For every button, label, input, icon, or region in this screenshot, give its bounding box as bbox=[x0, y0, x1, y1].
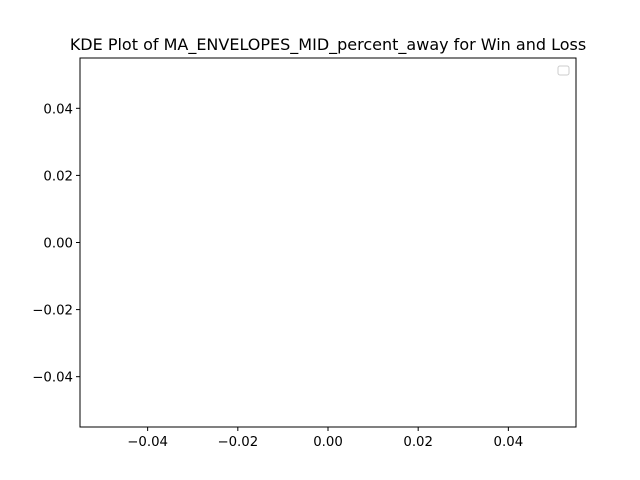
x-tick-label: 0.00 bbox=[313, 435, 343, 450]
y-axis: 0.04 0.02 0.00 −0.02 −0.04 bbox=[32, 102, 80, 386]
x-tick-label: −0.04 bbox=[127, 435, 168, 450]
y-tick-label: −0.02 bbox=[32, 304, 73, 319]
x-tick-label: 0.02 bbox=[403, 435, 433, 450]
legend-box bbox=[557, 65, 570, 76]
y-tick-label: 0.02 bbox=[43, 169, 73, 184]
chart-title: KDE Plot of MA_ENVELOPES_MID_percent_awa… bbox=[70, 35, 586, 55]
x-tick-label: −0.02 bbox=[217, 435, 258, 450]
x-axis: −0.04 −0.02 0.00 0.02 0.04 bbox=[127, 427, 523, 450]
y-tick-label: 0.04 bbox=[43, 102, 73, 117]
x-tick-label: 0.04 bbox=[494, 435, 524, 450]
y-tick-label: 0.00 bbox=[43, 237, 73, 252]
y-tick-label: −0.04 bbox=[32, 371, 73, 386]
legend bbox=[557, 65, 570, 76]
